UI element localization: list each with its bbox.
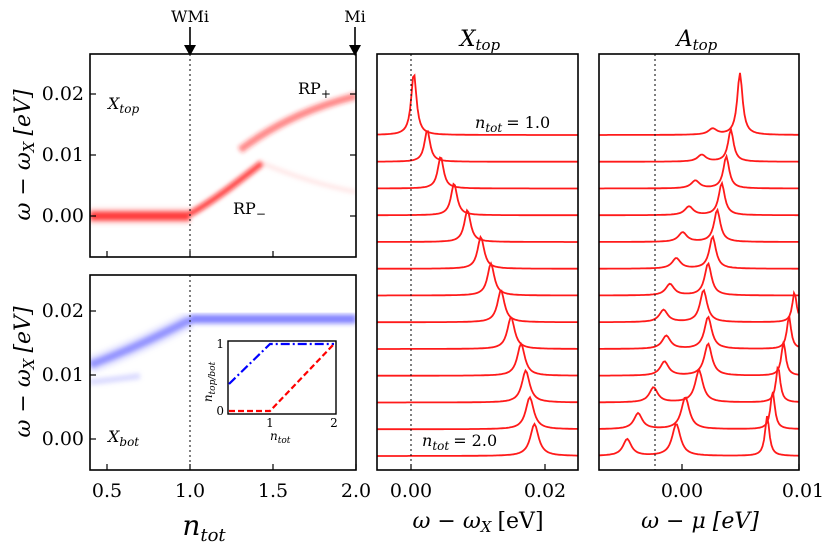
heatmap-bot-frame	[89, 274, 357, 471]
ytick-label-top-0: 0.00	[42, 205, 84, 227]
spectrum-line	[599, 261, 799, 297]
ntot-label-top: ntot = 1.0	[475, 113, 550, 135]
heatmap-top-band-fade	[261, 161, 356, 194]
xlabel-ntot: ntot	[182, 509, 226, 546]
inset: 0 1 1 2 ntot ntop/bot	[201, 337, 338, 446]
spectrum-line	[377, 156, 578, 190]
inset-xtick-2: 2	[330, 416, 338, 430]
spectrum-line	[377, 315, 578, 350]
heatmap-bot-band-rise-halo	[90, 311, 195, 374]
occupied-shade	[599, 132, 708, 162]
spectrum-line	[599, 415, 799, 457]
spectrum-line	[599, 365, 799, 404]
occupied-shade	[599, 319, 708, 349]
spectrum-line	[377, 368, 578, 404]
ytick-label-top-1: 0.01	[42, 144, 84, 166]
ytick-label-bot-2: 0.02	[42, 300, 84, 322]
panel-label-xtop: Xtop	[106, 94, 139, 116]
occupied-shade	[599, 399, 708, 429]
xtick-label-05: 0.5	[92, 480, 122, 502]
rp-plus-label: RP+	[298, 79, 331, 101]
xtick-label-right-1: 0.01	[782, 480, 824, 502]
inset-line-nbot	[229, 343, 335, 413]
title-xtop: Xtop	[458, 27, 501, 54]
mi-label: Mi	[344, 7, 366, 26]
heatmap-bot-band-low	[90, 373, 141, 385]
spectrum-line	[599, 234, 799, 270]
spectrum-line	[377, 234, 578, 270]
spectrum-line	[599, 126, 799, 163]
occupied-shade	[599, 212, 708, 242]
inset-ylabel: ntop/bot	[201, 361, 218, 402]
spectrum-line	[599, 315, 799, 350]
ntot-label-bot: ntot = 2.0	[422, 431, 497, 453]
waterfall-atop: 0.00 0.01 Atop ω − μ [eV]	[598, 27, 824, 534]
waterfall-xtop: 0.00 0.02 Xtop ntot = 1.0 ntot = 2.0 ω − ω…	[376, 27, 579, 536]
heatmap-bot: 0.00 0.01 0.02 0.5 1.0 1.5 2.0 Xbot 0 1 …	[42, 274, 371, 502]
xlabel-right: ω − μ [eV]	[641, 509, 759, 534]
heatmap-top-band-rp-plus	[237, 92, 356, 153]
xtick-label-mid-0: 0.00	[390, 480, 432, 502]
xlabel-mid: ω − ωX [eV]	[412, 509, 543, 536]
panel-label-xbot: Xbot	[106, 427, 139, 449]
mi-arrow-head	[349, 45, 361, 56]
spectrum-line	[599, 72, 799, 136]
spectrum-line	[599, 153, 799, 190]
inset-ytick-1: 1	[216, 337, 224, 351]
inset-xtick-1: 1	[266, 416, 274, 430]
xtick-label-10: 1.0	[175, 480, 205, 502]
spectrum-line	[599, 180, 799, 217]
occupied-shade	[599, 346, 708, 376]
waterfall-xtop-frame	[376, 53, 579, 471]
ylabel-bot: ω − ωX[eV]	[11, 306, 38, 437]
occupied-shade	[599, 266, 708, 296]
inset-line-ntop	[228, 342, 334, 385]
rp-minus-label: RP−	[233, 199, 266, 221]
ytick-label-bot-0: 0.00	[42, 428, 84, 450]
heatmap-top: 0.00 0.01 0.02 Xtop RP+ RP−	[42, 53, 357, 258]
occupied-shade	[599, 105, 708, 135]
markers: WMi Mi	[171, 7, 366, 56]
occupied-shade	[599, 239, 708, 269]
spectrum-line	[377, 289, 578, 324]
occupied-shade	[599, 426, 708, 456]
ytick-label-top-2: 0.02	[42, 83, 84, 105]
wmi-label: WMi	[171, 7, 209, 26]
xtick-label-mid-2: 0.02	[524, 480, 566, 502]
occupied-shade	[599, 185, 708, 215]
spectrum-line	[377, 208, 578, 243]
heatmap-top-band-rp-minus	[188, 160, 264, 217]
title-atop: Atop	[675, 27, 718, 54]
xtick-label-right-0: 0.00	[661, 480, 703, 502]
spectrum-line	[599, 207, 799, 243]
inset-frame	[227, 340, 337, 415]
spectrum-line	[599, 341, 799, 377]
ytick-label-bot-1: 0.01	[42, 364, 84, 386]
inset-ytick-0: 0	[216, 404, 224, 418]
ylabel-top: ω − ωX[eV]	[11, 89, 38, 220]
xtick-label-20: 2.0	[341, 480, 371, 502]
spectrum-line	[599, 288, 799, 323]
xtick-label-15: 1.5	[258, 480, 288, 502]
wmi-arrow-head	[184, 45, 196, 56]
waterfall-atop-frame	[598, 53, 800, 471]
inset-xlabel: ntot	[270, 429, 291, 446]
